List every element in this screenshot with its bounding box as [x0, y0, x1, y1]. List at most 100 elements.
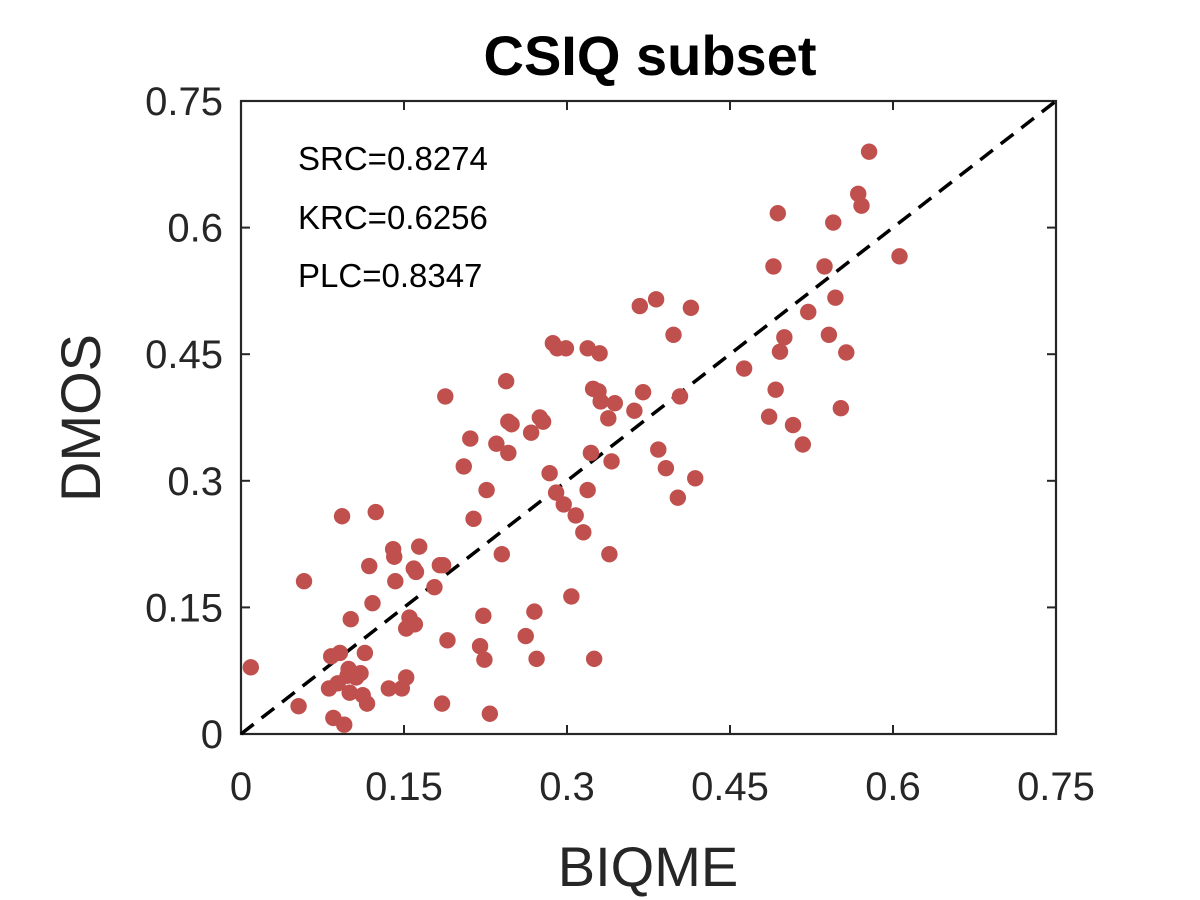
data-point-36 [433, 695, 451, 712]
y-axis-label: DMOS [49, 334, 112, 502]
y-tick-labels: 0 0.15 0.3 0.45 0.6 0.75 [145, 80, 223, 757]
y-tick-label-4: 0.6 [167, 207, 223, 251]
data-point-42 [465, 510, 482, 527]
data-point-103 [820, 326, 838, 343]
data-point-104 [825, 214, 842, 231]
data-point-109 [853, 197, 870, 214]
x-tick-label-0: 0 [230, 765, 252, 809]
data-point-68 [575, 524, 592, 541]
data-point-94 [765, 258, 782, 275]
data-point-99 [784, 416, 802, 434]
reference-diagonal-line [239, 99, 1058, 736]
data-point-18 [358, 695, 376, 712]
x-tick-label-4: 0.6 [865, 765, 921, 809]
data-point-15 [352, 665, 369, 682]
data-point-75 [591, 345, 608, 362]
data-points [242, 143, 908, 733]
data-point-88 [669, 489, 687, 506]
data-point-57 [528, 650, 545, 668]
data-point-87 [665, 326, 682, 343]
data-point-25 [387, 573, 404, 590]
data-point-107 [838, 344, 855, 361]
data-point-80 [606, 394, 624, 412]
data-point-83 [634, 383, 652, 401]
data-point-47 [481, 705, 499, 722]
data-point-54 [517, 627, 534, 645]
data-point-21 [367, 503, 384, 521]
data-point-53 [503, 416, 520, 433]
data-point-79 [603, 453, 620, 470]
y-tick-label-2: 0.3 [167, 460, 223, 504]
data-point-19 [361, 557, 378, 575]
data-point-106 [832, 400, 850, 417]
data-point-84 [647, 291, 665, 308]
x-tick-labels: 0 0.15 0.3 0.45 0.6 0.75 [230, 765, 1095, 809]
data-point-52 [500, 444, 517, 462]
data-point-101 [800, 303, 817, 321]
data-point-100 [794, 436, 812, 453]
data-point-97 [771, 343, 789, 360]
x-tick-label-2: 0.3 [539, 765, 595, 809]
x-axis-label: BIQME [558, 835, 738, 898]
data-point-7 [331, 644, 349, 662]
y-tick-label-0: 0 [201, 713, 223, 757]
data-point-86 [657, 459, 675, 477]
data-point-71 [582, 444, 600, 462]
data-point-89 [671, 388, 689, 405]
data-point-90 [682, 299, 700, 316]
data-point-81 [626, 402, 643, 419]
plc-annotation: PLC=0.8347 [298, 257, 482, 294]
src-annotation: SRC=0.8274 [298, 140, 488, 177]
data-point-38 [437, 388, 454, 405]
data-point-1 [290, 697, 307, 715]
axis-ticks [240, 100, 1057, 735]
data-point-95 [767, 381, 784, 398]
data-point-55 [522, 424, 540, 441]
data-point-12 [341, 684, 358, 701]
data-point-92 [735, 360, 753, 377]
data-point-65 [557, 340, 575, 357]
data-point-62 [547, 484, 565, 501]
data-point-24 [386, 548, 403, 565]
data-point-43 [471, 638, 489, 655]
data-point-64 [555, 496, 572, 513]
data-point-41 [462, 430, 479, 447]
data-point-28 [397, 669, 415, 686]
data-point-33 [411, 538, 428, 555]
data-point-60 [541, 465, 558, 482]
data-point-77 [600, 410, 617, 427]
data-point-105 [827, 289, 844, 306]
data-point-49 [493, 546, 510, 563]
y-tick-label-1: 0.15 [145, 586, 223, 630]
data-point-96 [769, 205, 787, 222]
data-point-111 [891, 248, 908, 265]
data-point-9 [336, 716, 353, 733]
data-point-76 [592, 393, 609, 410]
data-point-98 [776, 329, 793, 346]
data-point-59 [534, 413, 552, 430]
data-point-69 [579, 481, 596, 499]
chart-title: CSIQ subset [484, 24, 817, 87]
data-point-2 [295, 573, 313, 590]
krc-annotation: KRC=0.6256 [298, 199, 488, 236]
data-point-20 [364, 594, 381, 612]
data-point-91 [687, 470, 704, 487]
data-point-34 [426, 578, 443, 596]
data-point-82 [631, 297, 649, 315]
data-point-45 [476, 651, 493, 668]
data-point-22 [380, 680, 397, 697]
data-point-48 [488, 435, 505, 452]
data-point-39 [439, 632, 456, 649]
data-point-56 [526, 603, 543, 620]
data-point-85 [650, 441, 667, 458]
data-point-110 [860, 143, 878, 160]
y-tick-label-5: 0.75 [145, 80, 223, 124]
data-point-102 [816, 258, 833, 275]
x-tick-label-5: 0.75 [1017, 765, 1095, 809]
data-point-66 [563, 588, 580, 605]
data-point-44 [475, 607, 492, 625]
data-point-0 [242, 659, 259, 676]
data-point-67 [567, 507, 584, 524]
data-point-93 [760, 408, 778, 425]
